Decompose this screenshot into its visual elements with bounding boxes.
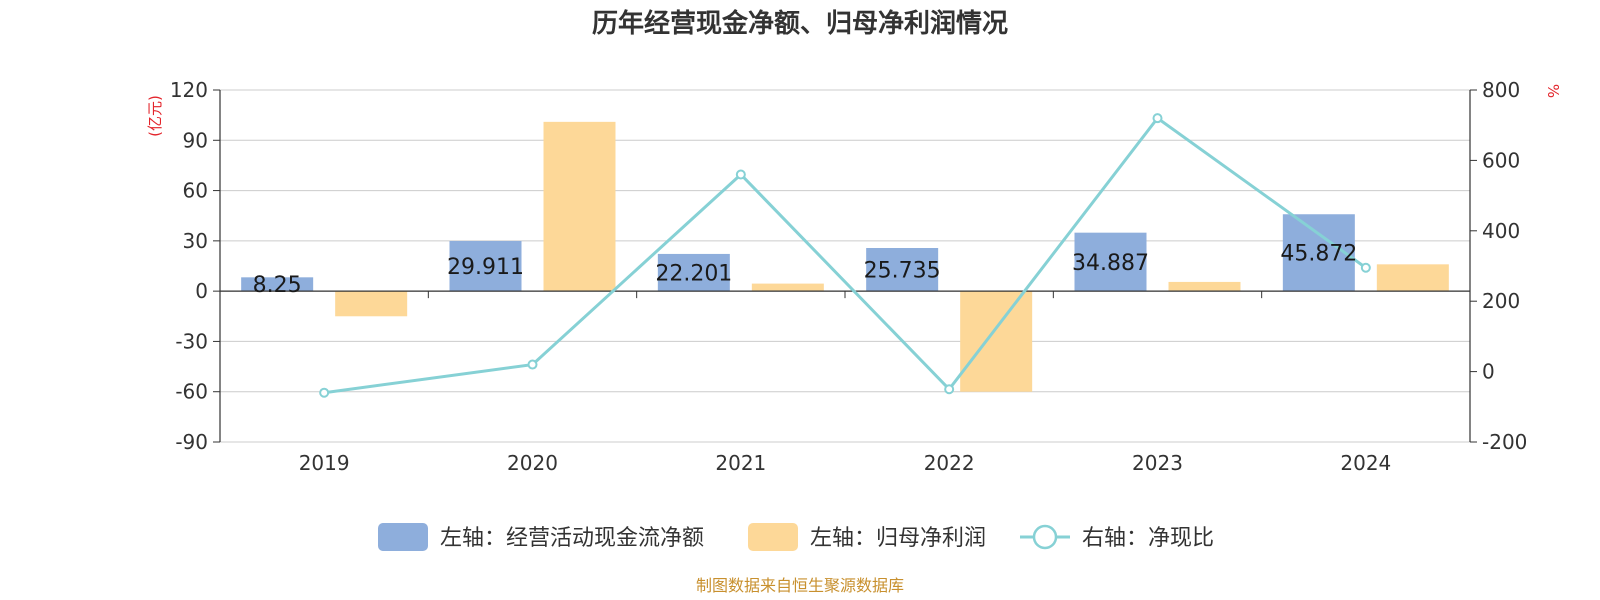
cashflow-bar xyxy=(866,248,939,292)
right-tick-label: 600 xyxy=(1482,148,1520,172)
right-tick-label: 400 xyxy=(1482,219,1520,243)
cashflow-data-label: 22.201 xyxy=(655,262,732,287)
legend-label-ratio: 右轴：净现比 xyxy=(1082,526,1214,551)
cashflow-bar xyxy=(241,277,314,292)
ratio-line xyxy=(319,113,1371,398)
right-tick-label: -200 xyxy=(1482,430,1527,454)
ratio-point xyxy=(944,384,955,395)
ratio-point xyxy=(1152,113,1163,124)
x-tick-label: 2021 xyxy=(715,451,766,475)
cashflow-bar xyxy=(1074,232,1147,292)
right-tick-label: 200 xyxy=(1482,289,1520,313)
left-tick-label: 0 xyxy=(195,279,208,303)
cashflow-bar xyxy=(657,253,730,292)
bars xyxy=(241,121,1449,392)
data-labels: 8.25 29.911 22.201 25.735 34.887 45.872 xyxy=(253,242,1358,299)
cashflow-data-label: 25.735 xyxy=(864,259,941,284)
left-tick-label: 30 xyxy=(183,229,208,253)
ratio-point xyxy=(527,359,538,370)
net-profit-bar xyxy=(960,291,1033,392)
cashflow-data-label: 29.911 xyxy=(447,255,524,280)
x-tick-label: 2022 xyxy=(924,451,975,475)
left-tick-label: -90 xyxy=(175,430,208,454)
legend-label-net-profit: 左轴：归母净利润 xyxy=(810,526,986,551)
net-profit-bar xyxy=(751,283,824,292)
net-profit-bar xyxy=(1168,281,1241,292)
x-tick-label: 2024 xyxy=(1340,451,1391,475)
net-profit-bar xyxy=(1376,264,1449,292)
chart-title: 历年经营现金净额、归母净利润情况 xyxy=(592,8,1008,39)
cashflow-data-label: 8.25 xyxy=(253,273,302,298)
x-tick-label: 2023 xyxy=(1132,451,1183,475)
ratio-line-path xyxy=(323,116,1367,395)
net-profit-bar xyxy=(543,121,616,292)
left-tick-label: 60 xyxy=(183,179,208,203)
right-tick-label: 0 xyxy=(1482,360,1495,384)
ratio-point xyxy=(319,387,330,398)
cashflow-bar xyxy=(449,241,522,292)
right-axis-unit: % xyxy=(1544,84,1562,98)
right-tick-label: 800 xyxy=(1482,78,1520,102)
left-tick-label: -30 xyxy=(175,329,208,353)
cashflow-data-label: 34.887 xyxy=(1072,251,1149,276)
source-note: 制图数据来自恒生聚源数据库 xyxy=(696,576,904,595)
left-tick-label: 90 xyxy=(183,128,208,152)
x-tick-label: 2019 xyxy=(299,451,350,475)
legend: 左轴：经营活动现金流净额 左轴：归母净利润 右轴：净现比 xyxy=(378,523,1214,551)
left-tick-label: -60 xyxy=(175,380,208,404)
ratio-point xyxy=(735,169,746,180)
left-axis-unit: (亿元) xyxy=(146,95,164,137)
axes: 120 90 60 30 0 -30 -60 -90 800 600 400 200 0 -200 2019… xyxy=(170,78,1528,475)
cashflow-data-label: 45.872 xyxy=(1280,242,1357,267)
x-tick-label: 2020 xyxy=(507,451,558,475)
left-tick-label: 120 xyxy=(170,78,208,102)
legend-swatch-marker xyxy=(1032,524,1058,550)
legend-label-cashflow: 左轴：经营活动现金流净额 xyxy=(440,526,704,551)
legend-swatch-cashflow xyxy=(378,523,428,551)
legend-swatch-net-profit xyxy=(748,523,798,551)
net-profit-bar xyxy=(335,291,408,317)
ratio-point xyxy=(1360,262,1371,273)
